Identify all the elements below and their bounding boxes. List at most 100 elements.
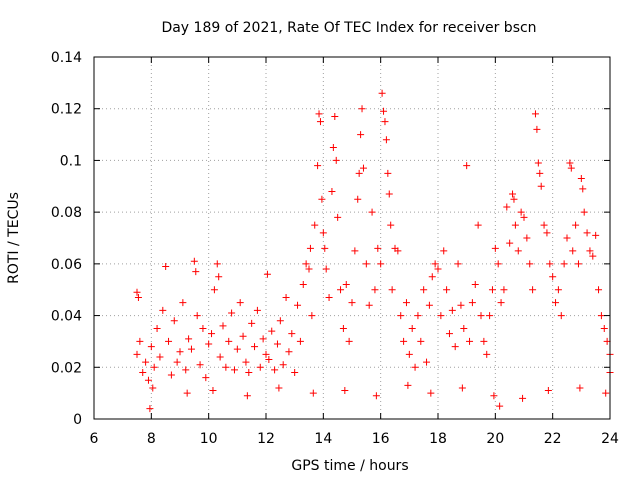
data-point xyxy=(372,392,380,400)
data-point xyxy=(299,281,307,289)
data-point xyxy=(337,286,345,294)
data-point xyxy=(339,325,347,332)
data-point xyxy=(196,361,204,369)
data-point xyxy=(483,350,491,358)
data-point xyxy=(597,312,605,320)
data-point xyxy=(263,270,271,278)
data-point xyxy=(554,286,562,294)
data-point xyxy=(153,325,161,332)
data-point xyxy=(144,376,152,384)
data-point xyxy=(256,363,264,371)
data-point xyxy=(552,299,560,307)
data-point xyxy=(437,312,445,320)
data-point xyxy=(291,368,299,376)
data-point xyxy=(215,273,223,281)
data-point xyxy=(603,337,611,345)
data-point xyxy=(549,273,557,281)
data-point xyxy=(219,322,227,330)
data-point xyxy=(514,247,522,255)
data-point xyxy=(355,169,363,177)
data-point xyxy=(150,363,158,371)
data-point xyxy=(560,260,568,268)
data-point xyxy=(202,374,210,382)
data-point xyxy=(448,306,456,314)
data-point xyxy=(341,387,349,395)
data-point xyxy=(142,358,150,366)
data-point xyxy=(273,340,281,348)
data-point xyxy=(311,221,319,229)
data-point xyxy=(149,384,157,392)
data-point xyxy=(319,229,327,237)
data-point xyxy=(210,286,218,294)
data-point xyxy=(463,162,471,170)
data-point xyxy=(466,337,474,345)
data-point xyxy=(427,389,435,397)
x-tick-label: 20 xyxy=(486,431,504,447)
x-axis-title: GPS time / hours xyxy=(291,458,408,474)
grid-lines xyxy=(94,57,610,419)
data-point xyxy=(577,175,585,183)
data-point xyxy=(183,389,191,397)
data-point xyxy=(526,260,534,268)
data-point xyxy=(490,392,498,400)
data-point xyxy=(394,247,402,255)
data-point xyxy=(236,299,244,307)
data-point xyxy=(445,330,453,338)
data-point xyxy=(358,105,366,113)
data-point xyxy=(133,288,141,296)
data-point xyxy=(159,306,167,314)
data-point xyxy=(167,371,175,379)
data-point xyxy=(190,257,198,265)
data-point xyxy=(471,281,479,289)
data-point xyxy=(146,405,154,413)
data-point xyxy=(580,208,588,216)
data-point xyxy=(529,286,537,294)
data-point xyxy=(520,213,528,221)
data-point xyxy=(546,260,554,268)
data-point xyxy=(592,231,600,239)
data-point xyxy=(275,384,283,392)
data-point xyxy=(222,363,230,371)
data-point xyxy=(458,384,466,392)
data-point xyxy=(517,208,525,216)
y-tick-label: 0.1 xyxy=(60,153,82,169)
data-point xyxy=(296,337,304,345)
data-point xyxy=(162,262,170,270)
data-point xyxy=(510,195,518,203)
data-point xyxy=(511,221,519,229)
chart-title: Day 189 of 2021, Rate Of TEC Index for r… xyxy=(161,20,536,36)
data-point xyxy=(325,293,333,301)
data-point xyxy=(182,366,190,374)
data-point xyxy=(233,345,241,353)
data-point xyxy=(534,159,542,167)
data-point xyxy=(536,169,544,177)
axis-ticks: 6 8 10 12 14 16 18 20 22 24 0 0.02 0.04 0.06 0.08 0.1 0.… xyxy=(51,50,619,447)
data-point xyxy=(329,144,337,151)
data-point xyxy=(208,330,216,338)
data-point xyxy=(531,110,539,118)
data-point xyxy=(193,312,201,320)
data-point xyxy=(294,301,302,309)
data-point xyxy=(586,247,594,255)
data-point xyxy=(302,260,310,268)
data-point xyxy=(332,156,340,164)
data-point xyxy=(414,312,422,320)
data-point xyxy=(187,345,195,353)
data-point xyxy=(387,221,395,229)
data-point xyxy=(209,387,217,395)
data-point xyxy=(306,244,314,252)
data-point xyxy=(288,330,296,338)
data-point xyxy=(566,159,574,167)
data-point xyxy=(497,299,505,307)
x-tick-label: 12 xyxy=(257,431,275,447)
data-point xyxy=(314,162,322,170)
data-point xyxy=(457,301,465,309)
y-tick-label: 0.08 xyxy=(51,205,82,221)
data-point xyxy=(506,239,514,247)
data-point xyxy=(574,260,582,268)
data-point xyxy=(486,312,494,320)
data-point xyxy=(173,358,181,366)
data-point xyxy=(357,131,365,139)
y-tick-label: 0.12 xyxy=(51,102,82,118)
data-point xyxy=(408,325,416,332)
